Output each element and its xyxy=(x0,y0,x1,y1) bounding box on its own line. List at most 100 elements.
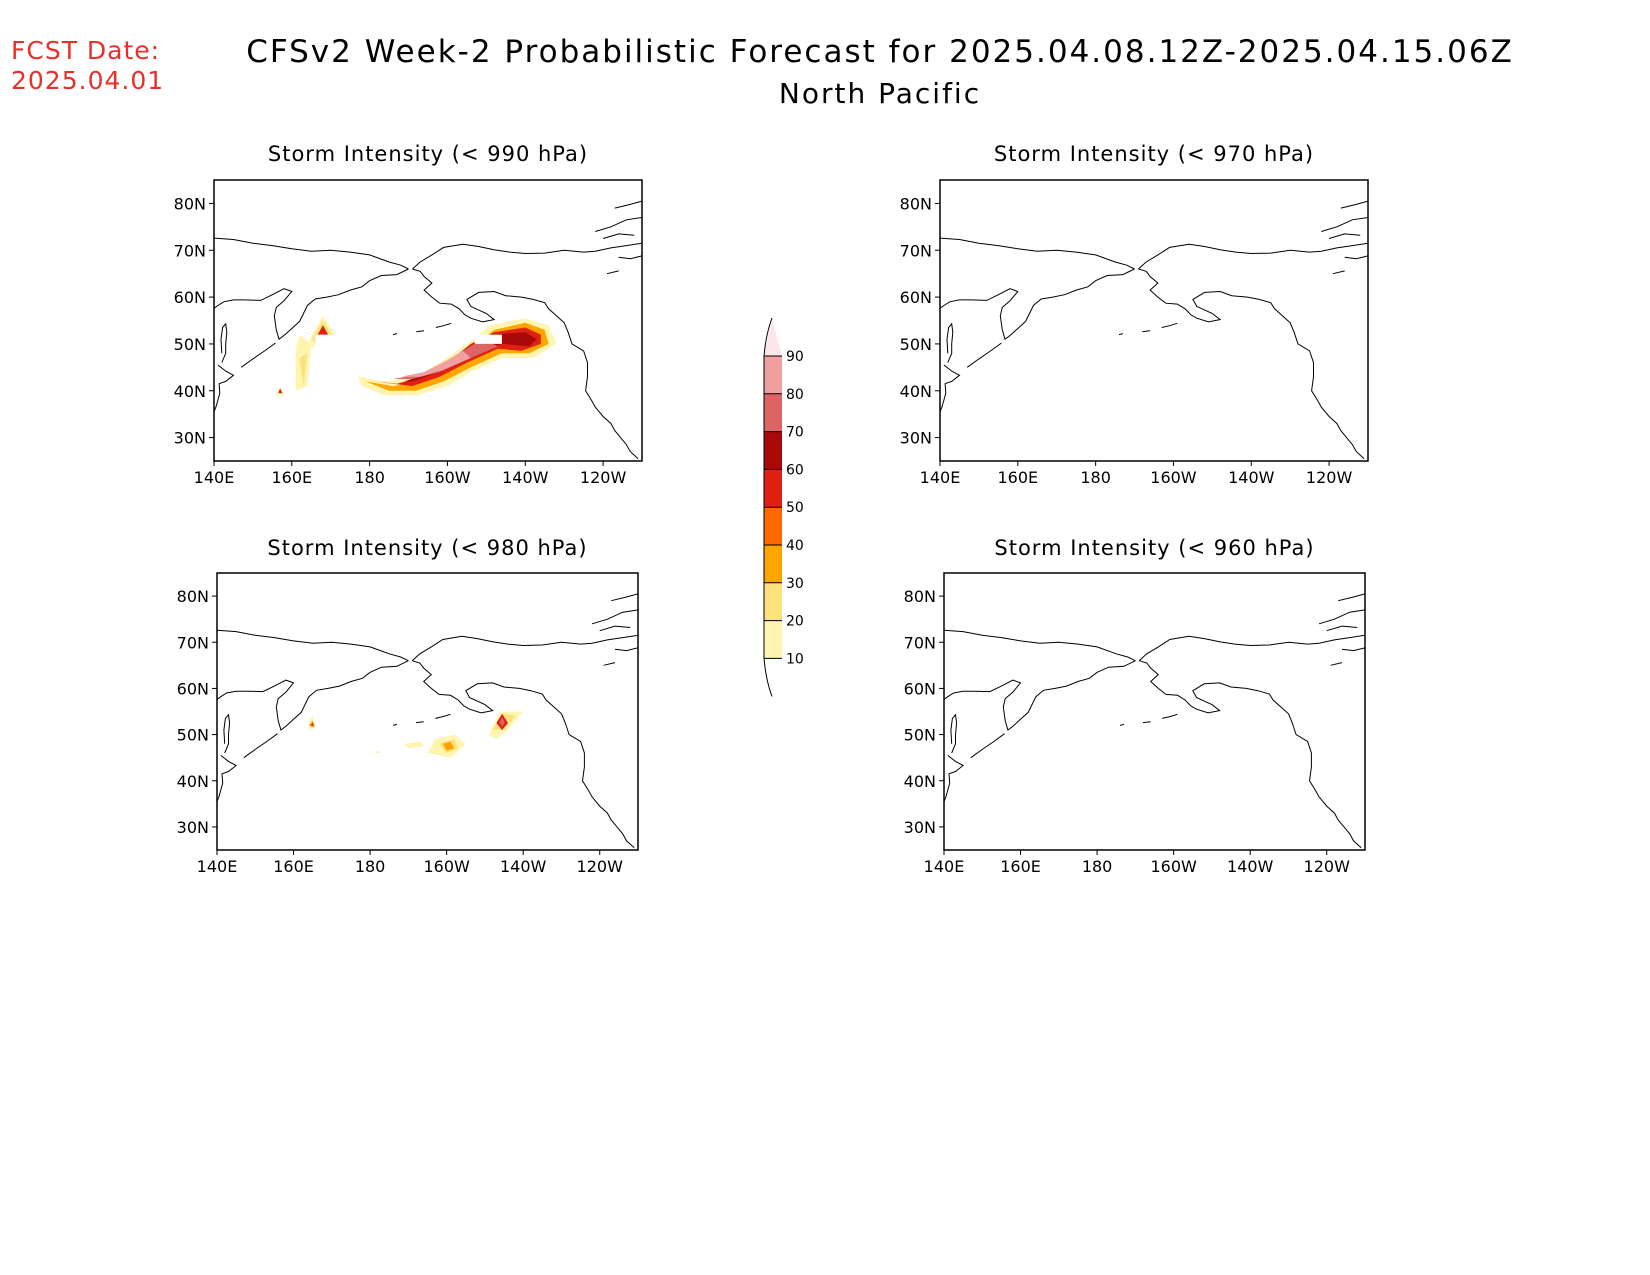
p970-coastline-9 xyxy=(1161,322,1178,328)
p960-lon-label-4: 140W xyxy=(1227,857,1274,876)
p990-lat-label-3: 60N xyxy=(174,288,206,307)
p990-coastline-3 xyxy=(412,242,642,270)
p980-lat-label-4: 70N xyxy=(177,633,209,652)
p970-coastline-2 xyxy=(1138,268,1365,460)
p990-land-mask-1 xyxy=(342,329,390,368)
p980-coastline-12 xyxy=(611,593,638,602)
p990-coastline-13 xyxy=(618,255,642,260)
p970-coastline-7 xyxy=(1118,333,1124,336)
p980-prob-region-6 xyxy=(488,711,524,740)
colorbar-lower-extension xyxy=(764,658,782,697)
p990-coastline-2 xyxy=(412,268,639,460)
colorbar-label-50: 50 xyxy=(786,500,804,516)
p980-coastline-11 xyxy=(599,625,631,632)
p970-coastline-11 xyxy=(1328,233,1361,239)
p990-coastline-4 xyxy=(214,364,235,412)
p990-coastline-9 xyxy=(435,322,452,328)
p980-lat-label-3: 60N xyxy=(177,679,209,698)
p970-coastline-4 xyxy=(940,364,961,412)
colorbar-bin-30 xyxy=(764,545,782,583)
p960-coastline-2 xyxy=(1139,660,1362,849)
p980-coastline-6 xyxy=(223,713,231,754)
p960-coastline-3 xyxy=(1138,634,1365,662)
p970-coastline-13 xyxy=(1344,255,1368,260)
p960-lat-label-1: 40N xyxy=(904,772,936,791)
p990-prob-region-12 xyxy=(278,388,283,394)
p980-coastline-9 xyxy=(435,713,451,719)
p980-coastline-2 xyxy=(412,660,635,849)
p970-coastline-3 xyxy=(1138,242,1368,270)
p990-coastline-14 xyxy=(606,270,619,275)
colorbar-bin-50 xyxy=(764,469,782,508)
panel-990-title: Storm Intensity (< 990 hPa) xyxy=(267,142,589,166)
p990-prob-region-10 xyxy=(400,350,471,377)
p980-prob-region-11 xyxy=(404,741,424,749)
p980-lat-label-1: 40N xyxy=(177,772,209,791)
p990-prob-region-9 xyxy=(393,339,498,379)
p960-coastline-6 xyxy=(950,713,958,754)
p970-coastline-6 xyxy=(946,322,954,363)
p990-prob-region-1 xyxy=(311,320,335,349)
p990-lon-label-5: 120W xyxy=(580,468,627,487)
p990-lat-label-4: 70N xyxy=(174,241,206,260)
forecast-date: FCST Date: 2025.04.01 xyxy=(11,36,164,96)
p990-coastline-12 xyxy=(614,200,642,209)
p970-lat-label-1: 40N xyxy=(900,382,932,401)
p990-frame xyxy=(213,179,643,462)
p960-coastline-7 xyxy=(1119,723,1125,726)
p980-lon-label-3: 160W xyxy=(423,857,470,876)
p990-lon-label-4: 140W xyxy=(502,468,549,487)
p980-prob-region-4 xyxy=(439,739,459,753)
p970-coastline-10 xyxy=(1321,217,1368,232)
p990-coastline-10 xyxy=(595,217,642,232)
colorbar-label-90: 90 xyxy=(786,349,804,365)
p990-prob-region-4 xyxy=(299,353,308,387)
p990-land-mask-0 xyxy=(315,334,339,368)
p980-prob-region-7 xyxy=(492,713,516,730)
p960-coastline-0 xyxy=(944,629,1136,662)
p960-coastline-11 xyxy=(1326,625,1358,632)
p980-prob-region-1 xyxy=(308,720,315,728)
p970-lat-label-2: 50N xyxy=(900,335,932,354)
p960-lat-label-2: 50N xyxy=(904,726,936,745)
colorbar-bin-20 xyxy=(764,582,782,621)
p960-lat-label-4: 70N xyxy=(904,633,936,652)
p960-coastline-13 xyxy=(1341,647,1365,652)
p990-lon-label-0: 140E xyxy=(194,468,235,487)
p990-prob-region-11 xyxy=(276,386,284,396)
p990-coastline-1 xyxy=(214,268,409,341)
colorbar-label-40: 40 xyxy=(786,538,804,554)
colorbar-bin-70 xyxy=(764,393,782,432)
p980-lon-label-2: 180 xyxy=(355,857,386,876)
p970-frame xyxy=(939,179,1369,462)
p960-coastline-1 xyxy=(944,660,1136,731)
p970-coastline-0 xyxy=(940,237,1135,270)
p980-lat-label-0: 30N xyxy=(177,818,209,837)
p970-lat-label-3: 60N xyxy=(900,288,932,307)
p990-coastline-8 xyxy=(416,330,425,333)
p960-lat-label-3: 60N xyxy=(904,679,936,698)
p980-frame xyxy=(216,572,639,851)
p980-lat-label-2: 50N xyxy=(177,726,209,745)
p990-land-mask-2 xyxy=(322,358,355,387)
p990-prob-region-5 xyxy=(358,318,557,396)
colorbar-bin-60 xyxy=(764,431,782,470)
page-title: CFSv2 Week-2 Probabilistic Forecast for … xyxy=(246,34,1514,70)
page-subtitle: North Pacific xyxy=(778,77,982,110)
p980-prob-region-9 xyxy=(499,717,505,727)
p960-lat-label-5: 80N xyxy=(904,587,936,606)
p990-lat-label-2: 50N xyxy=(174,335,206,354)
colorbar-label-10: 10 xyxy=(786,651,804,667)
colorbar-lower-outline xyxy=(763,658,773,697)
p980-lon-label-4: 140W xyxy=(500,857,547,876)
p960-coastline-5 xyxy=(970,733,1005,759)
panel-960-title: Storm Intensity (< 960 hPa) xyxy=(994,536,1315,560)
p980-prob-region-3 xyxy=(427,734,466,758)
forecast-date-value: 2025.04.01 xyxy=(11,66,165,95)
colorbar-label-70: 70 xyxy=(786,425,804,441)
p960-coastline-12 xyxy=(1338,593,1365,602)
p960-coastline-9 xyxy=(1162,713,1178,719)
